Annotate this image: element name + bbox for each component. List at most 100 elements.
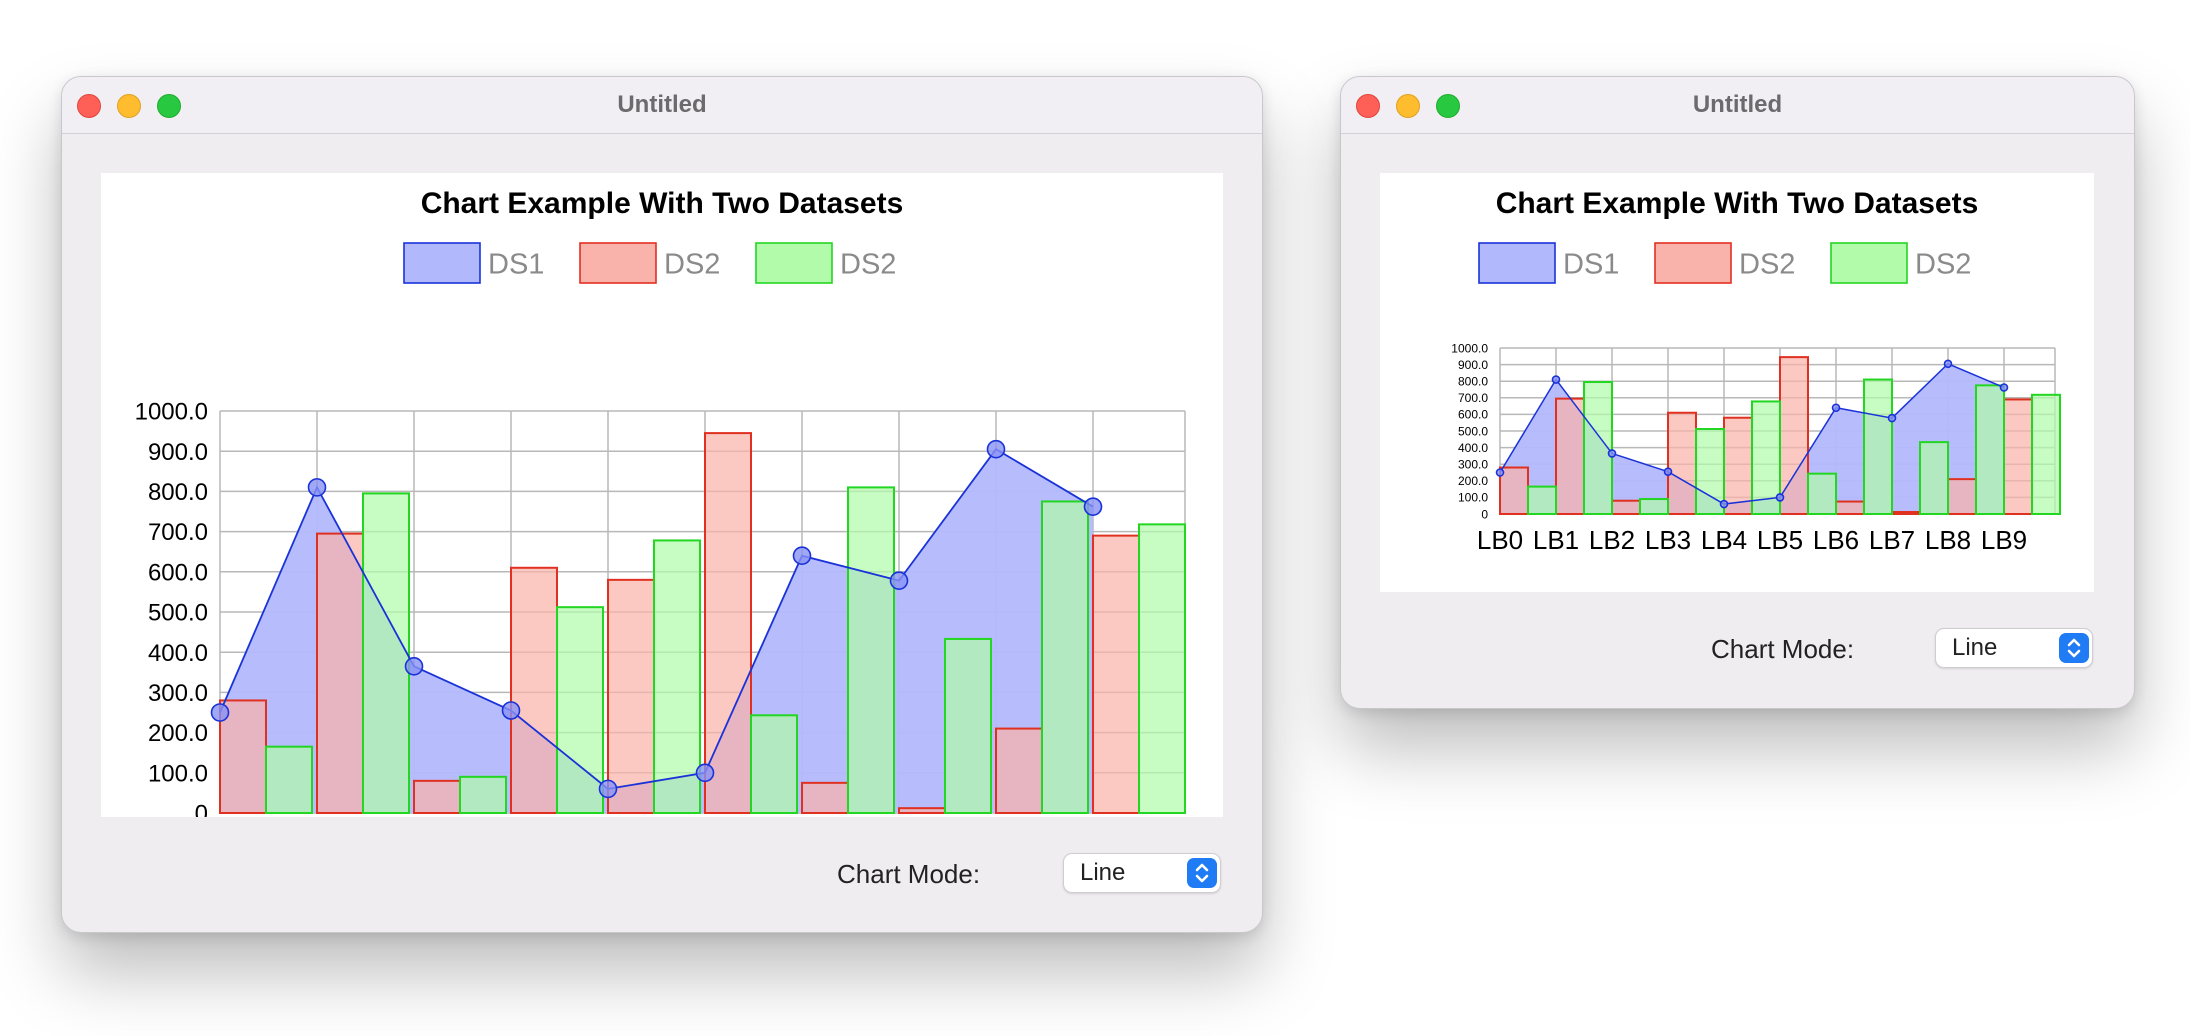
chart-mode-value: Line — [1080, 859, 1126, 886]
bar-2-LB1 — [1583, 381, 1613, 515]
bar-1-LB2 — [413, 779, 461, 815]
y-tick-label: 1000.0 — [135, 399, 208, 426]
chart-title: Chart Example With Two Datasets — [421, 187, 904, 220]
bar-2-LB5 — [1807, 472, 1837, 515]
legend-swatch-1 — [579, 242, 657, 284]
y-tick-label: 0 — [1481, 507, 1488, 521]
y-tick-label: 600.0 — [148, 559, 208, 586]
data-point-LB4 — [1719, 499, 1729, 509]
y-tick-label: 700.0 — [148, 519, 208, 546]
series-line — [219, 448, 1094, 790]
legend-swatch-2 — [1830, 242, 1908, 284]
legend-label-2: DS2 — [840, 248, 896, 280]
close-button[interactable] — [1356, 94, 1380, 118]
y-tick-label: 100.0 — [1458, 491, 1488, 505]
bar-1-LB7 — [1891, 511, 1921, 515]
bar-1-LB1 — [316, 532, 364, 814]
data-point-LB0 — [1495, 468, 1505, 477]
data-point-LB8 — [986, 439, 1006, 459]
bar-1-LB2 — [1611, 499, 1641, 516]
data-point-LB2 — [1607, 449, 1617, 458]
title-bar[interactable]: Untitled — [62, 77, 1262, 134]
x-tick-label: LB5 — [1757, 525, 1803, 555]
bar-2-LB1 — [362, 492, 410, 814]
chart-svg: Chart Example With Two Datasets DS1 DS2 DS2… — [135, 187, 1186, 817]
x-tick-label: LB2 — [1589, 525, 1635, 555]
window-title: Untitled — [1692, 91, 1783, 118]
zoom-button[interactable] — [1436, 94, 1460, 118]
y-tick-label: 400.0 — [148, 640, 208, 667]
title-bar[interactable]: Untitled — [1341, 77, 2134, 134]
y-tick-label: 500.0 — [148, 600, 208, 627]
y-tick-label: 700.0 — [1458, 391, 1488, 405]
y-tick-label: 800.0 — [1458, 375, 1488, 389]
y-tick-label: 900.0 — [148, 439, 208, 466]
data-point-LB6 — [1831, 403, 1841, 413]
chart-mode-value: Line — [1952, 634, 1998, 661]
data-point-LB7 — [1887, 413, 1897, 423]
chart-mode-select[interactable]: Line — [1935, 628, 2093, 668]
legend-swatch-2 — [755, 242, 833, 284]
y-tick-label: 900.0 — [1458, 358, 1488, 372]
minimize-button[interactable] — [1396, 94, 1420, 118]
chevron-up-down-icon — [1187, 858, 1217, 888]
x-tick-label: LB6 — [1813, 525, 1859, 555]
data-point-LB3 — [501, 701, 521, 720]
y-tick-label: 0 — [195, 801, 208, 817]
chart-mode-label: Chart Mode: — [1711, 634, 1855, 664]
bar-2-LB4 — [653, 539, 701, 814]
series-line — [1499, 362, 2005, 505]
y-tick-label: 600.0 — [1458, 408, 1488, 422]
x-tick-label: LB7 — [1869, 525, 1915, 555]
bar-1-LB8 — [1947, 478, 1977, 516]
bar-1-LB5 — [704, 432, 752, 814]
bar-2-LB8 — [1041, 500, 1089, 814]
legend-swatch-0 — [403, 242, 481, 284]
close-button[interactable] — [77, 94, 101, 118]
legend-label-0: DS1 — [1563, 248, 1619, 280]
x-tick-label: LB9 — [1981, 525, 2027, 555]
y-tick-label: 500.0 — [1458, 424, 1488, 438]
bar-2-LB7 — [1919, 441, 1949, 516]
bar-1-LB3 — [510, 566, 558, 814]
bar-2-LB7 — [944, 637, 992, 814]
chevron-up-down-icon — [2059, 633, 2089, 663]
bar-1-LB7 — [898, 807, 946, 815]
chart-window-small: Untitled Chart Example With Two Datasets… — [1340, 76, 2135, 709]
zoom-button[interactable] — [157, 94, 181, 118]
chart-area: Chart Example With Two Datasets DS1 DS2 DS2… — [1380, 173, 2094, 592]
bar-1-LB6 — [1835, 500, 1865, 515]
y-tick-label: 200.0 — [1458, 474, 1488, 488]
bar-2-LB9 — [2031, 393, 2061, 515]
y-tick-label: 100.0 — [148, 760, 208, 787]
data-point-LB9 — [1999, 383, 2009, 392]
bar-2-LB6 — [1863, 378, 1893, 515]
bar-2-LB4 — [1751, 400, 1781, 515]
bar-1-LB6 — [801, 781, 849, 814]
data-point-LB8 — [1943, 359, 1953, 369]
window-title: Untitled — [617, 91, 707, 118]
y-tick-label: 1000.0 — [1451, 341, 1488, 355]
data-point-LB6 — [792, 546, 812, 566]
x-tick-label: LB8 — [1925, 525, 1971, 555]
bar-1-LB0 — [219, 699, 267, 814]
bar-1-LB9 — [2003, 398, 2033, 516]
bar-2-LB0 — [1527, 485, 1557, 515]
y-tick-label: 400.0 — [1458, 441, 1488, 455]
legend-label-2: DS2 — [1915, 248, 1971, 280]
minimize-button[interactable] — [117, 94, 141, 118]
bar-2-LB8 — [1975, 384, 2005, 515]
chart-mode-select[interactable]: Line — [1063, 853, 1221, 893]
bar-1-LB0 — [1499, 466, 1529, 515]
bar-1-LB1 — [1555, 397, 1585, 516]
y-tick-label: 200.0 — [148, 720, 208, 747]
data-point-LB1 — [1551, 375, 1561, 384]
bar-1-LB4 — [607, 578, 655, 814]
data-point-LB5 — [1775, 493, 1785, 502]
bar-2-LB3 — [1695, 428, 1725, 515]
x-tick-label: LB0 — [1477, 525, 1523, 555]
data-point-LB9 — [1083, 497, 1103, 516]
bar-1-LB9 — [1092, 534, 1140, 814]
bar-2-LB2 — [459, 775, 507, 815]
data-point-LB2 — [404, 656, 424, 676]
